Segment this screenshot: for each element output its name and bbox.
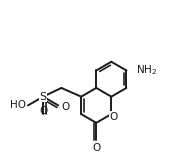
Text: O: O [39, 106, 47, 116]
Text: O: O [92, 143, 100, 153]
Text: O: O [110, 112, 118, 122]
Text: S: S [40, 92, 47, 102]
Text: HO: HO [10, 100, 26, 110]
Text: O: O [61, 102, 70, 112]
Text: NH$_2$: NH$_2$ [136, 64, 157, 77]
